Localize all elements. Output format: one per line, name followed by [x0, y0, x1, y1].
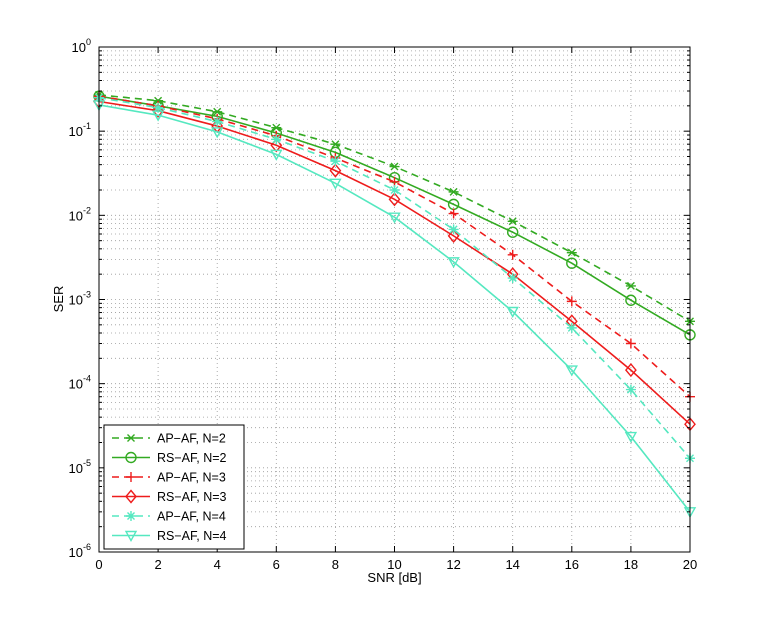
tick-layer: 0 2 4 6 8 10 12 14 16 18 20 10-6 10-5 10-4 10-3 10-2 10-… [69, 37, 698, 572]
y-tick-label: 100 [72, 37, 91, 55]
marker-circle [507, 226, 519, 238]
x-tick-label: 14 [505, 557, 519, 572]
marker-x-star [625, 281, 636, 290]
series-group [94, 92, 695, 464]
marker-asterisk [507, 273, 518, 284]
marker-diamond [447, 228, 460, 243]
legend-entry: RS−AF, N=2 [112, 451, 227, 465]
y-tick-label: 10-1 [69, 121, 91, 139]
marker-plus [507, 249, 518, 260]
legend-label: RS−AF, N=4 [157, 529, 227, 543]
legend-entry: RS−AF, N=4 [112, 529, 227, 543]
marker-triangle-down [211, 127, 224, 139]
legend-label: RS−AF, N=3 [157, 490, 227, 504]
x-tick-label: 10 [387, 557, 401, 572]
marker-plus [126, 472, 136, 482]
x-axis-label: SNR [dB] [367, 570, 421, 585]
x-tick-label: 16 [565, 557, 579, 572]
marker-asterisk [448, 224, 459, 235]
y-tick-label: 10-3 [69, 290, 91, 308]
series-layer [92, 90, 697, 519]
marker-diamond [270, 138, 283, 153]
marker-asterisk [330, 156, 341, 167]
x-tick-label: 0 [95, 557, 102, 572]
marker-asterisk [126, 511, 136, 521]
series-line [98, 100, 691, 425]
y-tick-label: 10-5 [69, 458, 91, 476]
marker-diamond [624, 362, 637, 378]
marker-asterisk [271, 134, 282, 145]
marker-plus [625, 338, 636, 349]
marker-diamond [125, 489, 137, 504]
legend-label: AP−AF, N=3 [157, 471, 226, 485]
marker-asterisk [389, 184, 400, 195]
marker-x-star [566, 248, 577, 257]
marker-x-star [330, 140, 341, 149]
legend: AP−AF, N=2 RS−AF, N=2 AP−AF, N=3 RS−AF, N=3… [103, 424, 245, 550]
marker-triangle-down [388, 212, 401, 224]
marker-asterisk [212, 116, 223, 127]
series-line [98, 104, 691, 513]
marker-circle [566, 257, 578, 269]
marker-asterisk [153, 102, 164, 113]
marker-x-star [126, 434, 136, 442]
series-line [98, 96, 691, 459]
x-tick-label: 6 [273, 557, 280, 572]
marker-x-star [389, 162, 400, 171]
y-axis-label: SER [51, 286, 66, 313]
marker-triangle-down [447, 257, 460, 269]
x-tick-label: 2 [154, 557, 161, 572]
y-tick-label: 10-2 [69, 205, 91, 223]
marker-plus [448, 208, 459, 219]
legend-entry: AP−AF, N=4 [112, 510, 226, 524]
marker-triangle-down [124, 530, 138, 542]
marker-triangle-down [151, 110, 165, 122]
marker-diamond [329, 163, 342, 178]
x-tick-label: 4 [214, 557, 221, 572]
legend-label: AP−AF, N=2 [157, 432, 226, 446]
marker-circle [125, 451, 137, 464]
y-tick-label: 10-4 [69, 374, 91, 392]
marker-x-star [448, 187, 459, 196]
legend-entry: RS−AF, N=3 [112, 489, 227, 504]
marker-triangle-down [624, 431, 638, 444]
marker-triangle-down [565, 365, 578, 377]
marker-circle [625, 294, 637, 306]
marker-triangle-down [329, 178, 342, 190]
series-line [98, 95, 691, 398]
marker-plus [566, 296, 577, 307]
marker-diamond [388, 192, 401, 207]
legend-box [103, 424, 245, 550]
legend-entry: AP−AF, N=2 [112, 432, 226, 446]
legend-label: AP−AF, N=4 [157, 510, 226, 524]
marker-triangle-down [270, 149, 283, 161]
legend-label: RS−AF, N=2 [157, 451, 227, 465]
legend-entry: AP−AF, N=3 [112, 471, 226, 485]
marker-asterisk [625, 384, 636, 395]
marker-asterisk [566, 322, 577, 333]
x-tick-label: 12 [446, 557, 460, 572]
y-tick-label: 10-6 [69, 542, 91, 560]
marker-triangle-down [506, 306, 519, 318]
marker-x-star [507, 217, 518, 226]
x-tick-label: 18 [624, 557, 638, 572]
x-tick-label: 8 [332, 557, 339, 572]
x-tick-label: 20 [683, 557, 697, 572]
